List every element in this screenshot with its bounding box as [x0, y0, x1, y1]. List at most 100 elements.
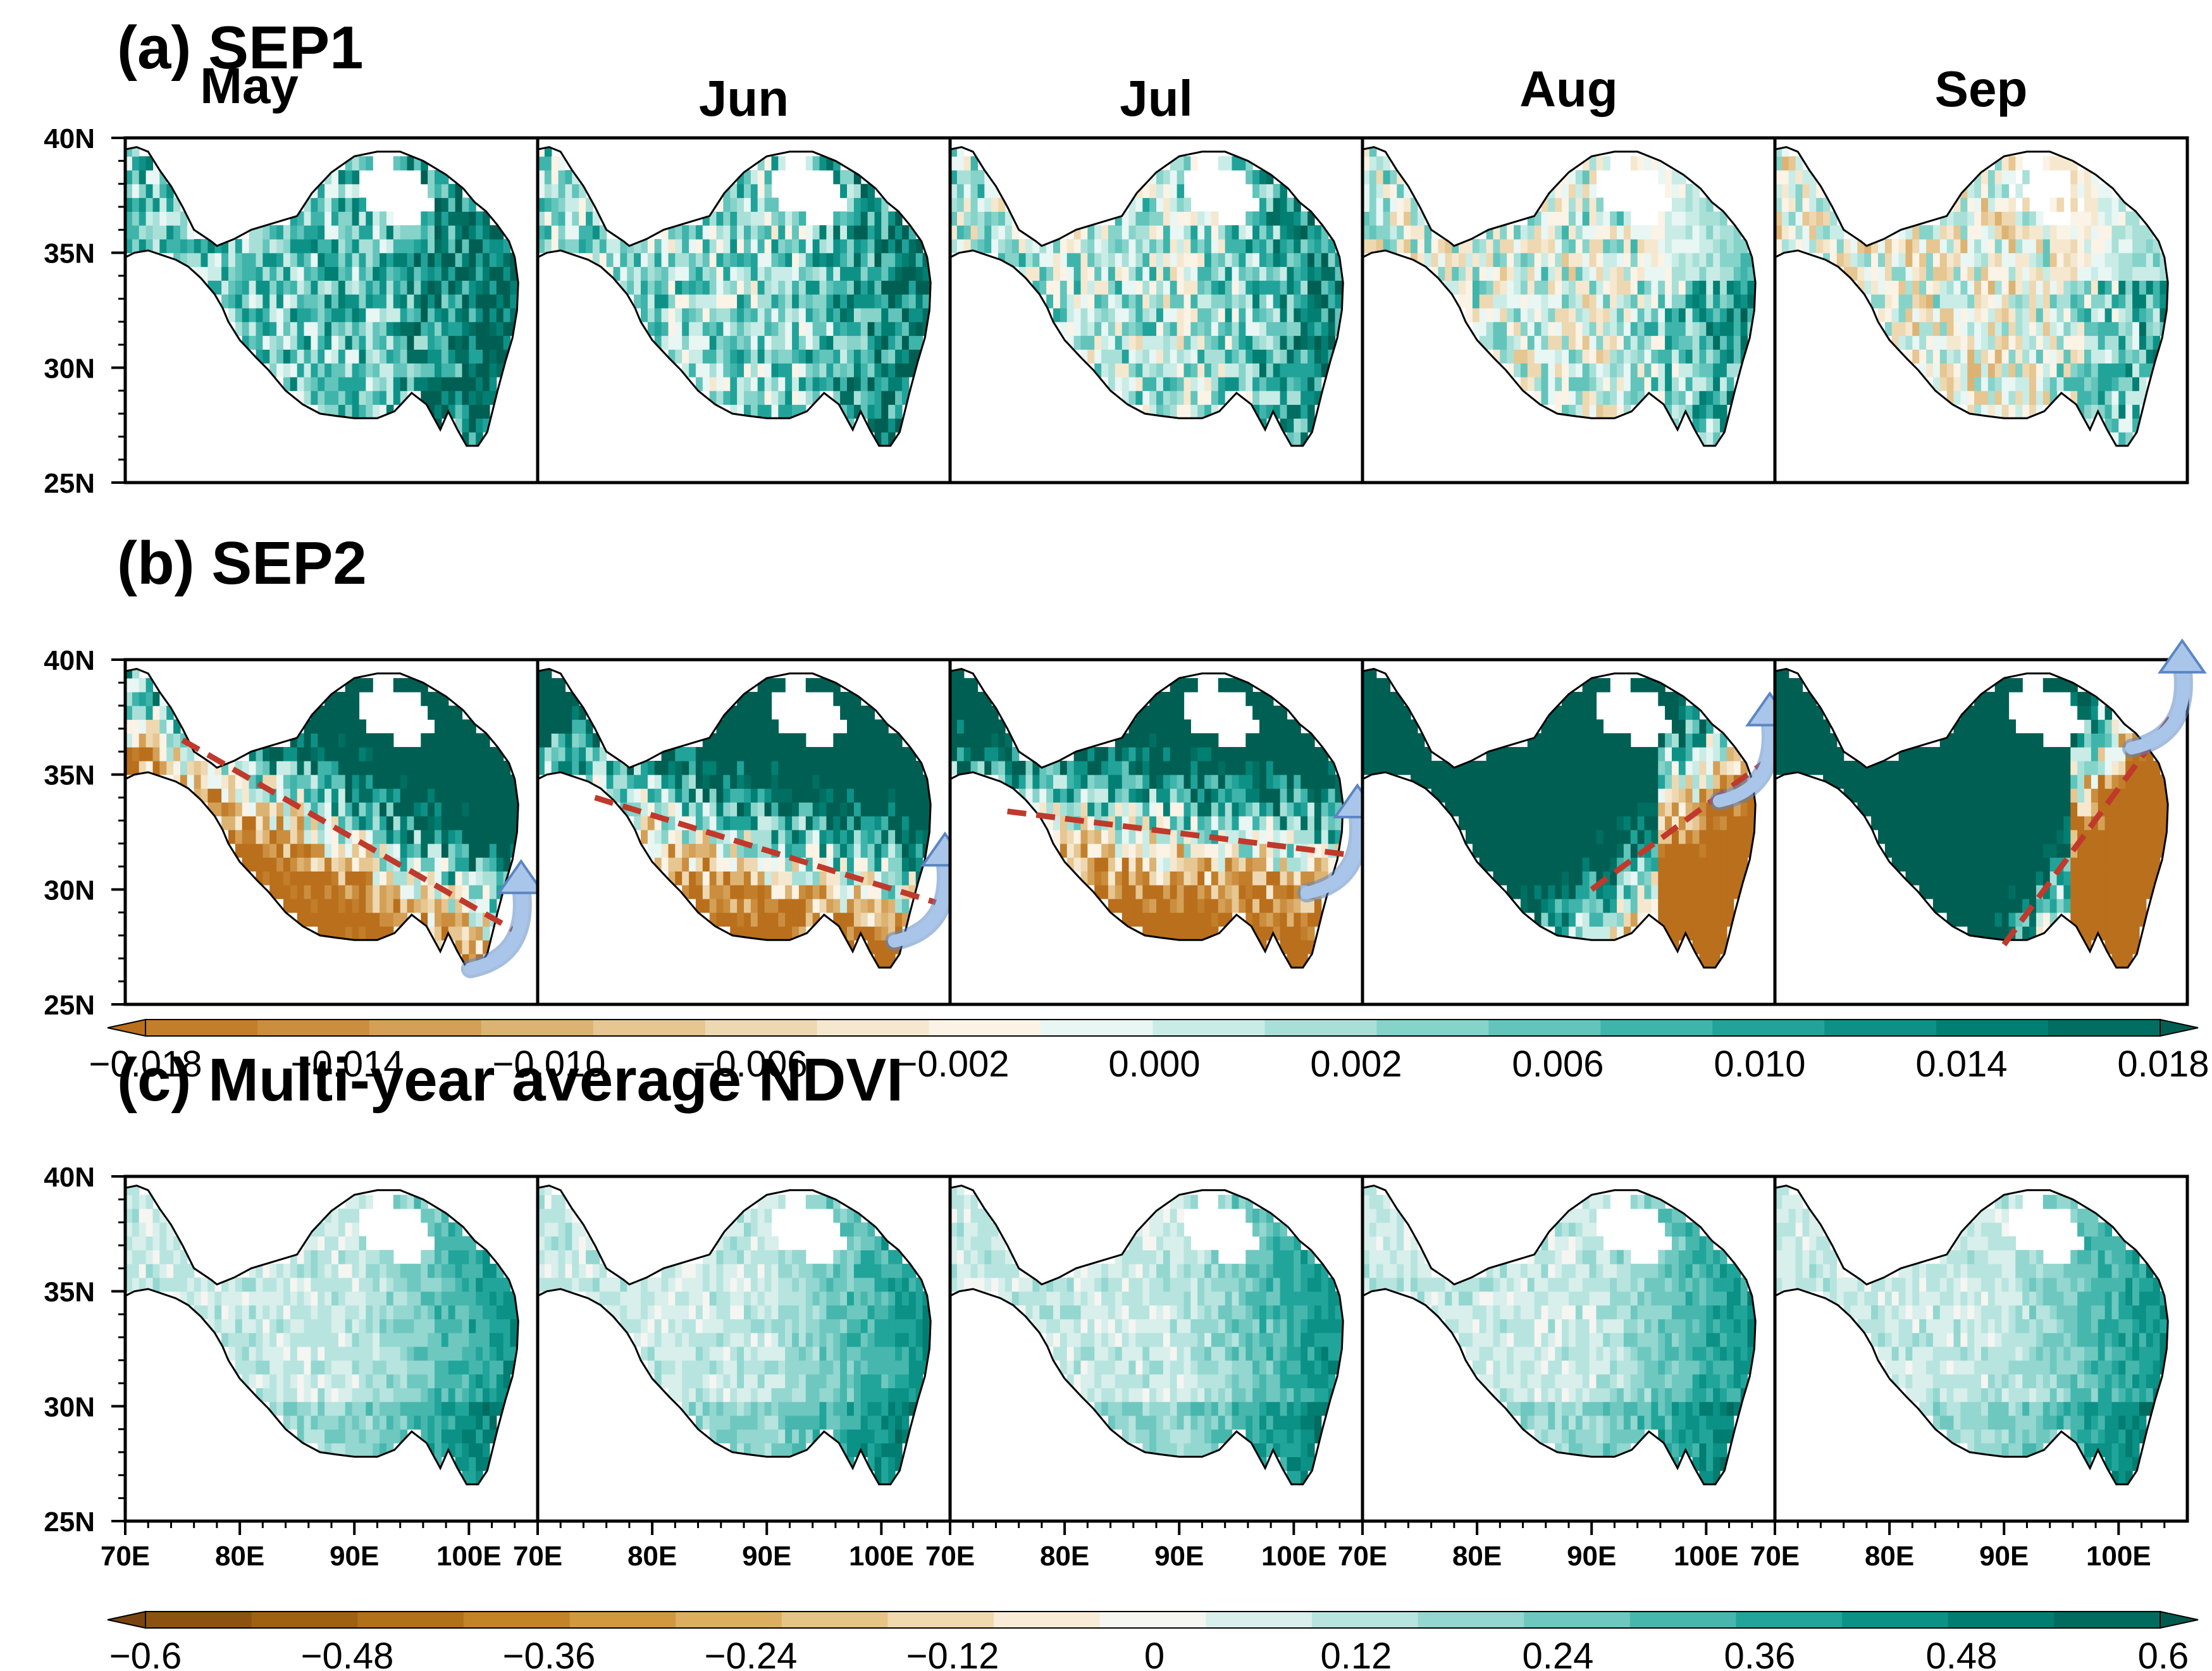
colorbar-tick: −0.36: [503, 1636, 596, 1671]
row-title-ndvi: (c) Multi-year average NDVI: [117, 1046, 903, 1114]
lon-label: 90E: [1979, 1541, 2029, 1572]
map-panel-sep1-jul: [948, 136, 1364, 484]
lon-label: 80E: [1040, 1541, 1089, 1572]
lon-label: 90E: [742, 1541, 791, 1572]
data-field: [1775, 669, 2167, 968]
data-field: [125, 1185, 517, 1484]
lon-label: 70E: [1750, 1541, 1800, 1572]
data-field: [950, 669, 1342, 968]
lon-label: 80E: [627, 1541, 677, 1572]
lon-label: 90E: [1567, 1541, 1616, 1572]
map-panel-ndvi-may: [123, 1175, 540, 1535]
migration-line: [181, 737, 517, 934]
colorbar-ndvi: −0.6 −0.48 −0.36 −0.24 −0.12 0 0.12 0.24 0.36 0.4…: [107, 1610, 2199, 1671]
plateau-boundary: [536, 1184, 932, 1486]
colorbar-tick: −0.12: [906, 1636, 999, 1671]
map-panel-sep2-jun: [536, 658, 970, 1006]
data-field: [1775, 147, 2167, 446]
map-panel-sep1-aug: [1361, 136, 1777, 484]
lat-label: 40N: [44, 645, 95, 676]
lat-label: 25N: [44, 990, 95, 1021]
lat-label: 40N: [44, 1162, 95, 1193]
data-field: [950, 147, 1342, 446]
row-title-sep1: (a) SEP1: [117, 14, 363, 82]
month-label-sep: Sep: [1935, 61, 2028, 117]
lon-label: 100E: [2086, 1541, 2151, 1572]
month-label-jul: Jul: [1120, 70, 1193, 126]
plateau-boundary: [124, 667, 519, 969]
lon-label: 70E: [513, 1541, 562, 1572]
lat-label: 35N: [44, 238, 95, 269]
map-panel-ndvi-aug: [1361, 1175, 1777, 1535]
colorbar-tick: 0.12: [1321, 1636, 1392, 1671]
migration-line: [1590, 760, 1765, 892]
map-panel-sep2-aug: [1361, 658, 1795, 1006]
colorbar-tick: −0.48: [301, 1636, 394, 1671]
lon-label: 100E: [1261, 1541, 1326, 1572]
map-panel-sep2-sep: [1773, 638, 2207, 1006]
migration-line: [594, 794, 940, 906]
colorbar-tick: 0.6: [2138, 1636, 2189, 1671]
plateau-boundary: [124, 145, 519, 447]
lon-label: 100E: [1674, 1541, 1739, 1572]
lon-label: 100E: [436, 1541, 502, 1572]
map-panel-ndvi-jul: [948, 1175, 1364, 1535]
colorbar-tick: 0: [1144, 1636, 1165, 1671]
lon-label: 90E: [1154, 1541, 1204, 1572]
plateau-boundary: [1774, 1184, 2169, 1486]
colorbar-tick: 0.48: [1926, 1636, 1998, 1671]
plateau-boundary: [124, 1184, 519, 1486]
colorbar-tick: −0.002: [896, 1044, 1009, 1085]
panel-frame: [1773, 136, 2189, 484]
plateau-boundary: [949, 145, 1344, 447]
map-panel-ndvi-sep: [1773, 1175, 2189, 1535]
lat-label: 25N: [44, 1507, 95, 1538]
data-field: [125, 669, 517, 968]
map-panel-sep1-may: [123, 136, 540, 484]
colorbar-tick: 0.000: [1108, 1044, 1200, 1085]
lon-label: 70E: [1338, 1541, 1387, 1572]
colorbar-tick: 0.24: [1523, 1636, 1594, 1671]
plateau-boundary: [536, 667, 932, 969]
colorbar-tick: 0.002: [1310, 1044, 1402, 1085]
colorbar-tick: −0.6: [109, 1636, 182, 1671]
lat-label: 40N: [44, 123, 95, 154]
shift-arrow-head: [2158, 638, 2207, 674]
colorbar-tick: 0.010: [1714, 1044, 1805, 1085]
lon-label: 80E: [1865, 1541, 1914, 1572]
plateau-boundary: [949, 667, 1344, 969]
lon-label: 70E: [925, 1541, 975, 1572]
map-panel-sep2-jul: [948, 658, 1382, 1006]
colorbar-tick: 0.018: [2117, 1044, 2209, 1085]
plateau-boundary: [949, 1184, 1344, 1486]
plateau-boundary: [1774, 145, 2169, 447]
lat-label: 35N: [44, 760, 95, 791]
map-panel-ndvi-jun: [536, 1175, 952, 1535]
plateau-boundary: [1361, 1184, 1757, 1486]
lon-label: 100E: [849, 1541, 914, 1572]
colorbar-tick: −0.24: [705, 1636, 798, 1671]
map-panel-sep1-jun: [536, 136, 952, 484]
lon-label: 90E: [330, 1541, 379, 1572]
row-title-sep2: (b) SEP2: [117, 529, 367, 597]
colorbar-sep: −0.018 −0.014 −0.010 −0.006 −0.002 0.000 0.002…: [89, 1018, 2209, 1085]
lat-label: 35N: [44, 1277, 95, 1308]
plateau-boundary: [1774, 667, 2169, 969]
map-panel-sep1-sep: [1773, 136, 2189, 484]
plateau-boundary: [1361, 667, 1757, 969]
colorbar-tick: −0.014: [290, 1044, 404, 1085]
lat-label: 30N: [44, 353, 95, 384]
data-field: [538, 1185, 930, 1484]
plateau-boundary: [1361, 145, 1757, 447]
plateau-boundary: [536, 145, 932, 447]
colorbar-tick: −0.006: [694, 1044, 807, 1085]
colorbar-tick: −0.010: [492, 1044, 605, 1085]
lon-label: 80E: [1452, 1541, 1502, 1572]
month-label-aug: Aug: [1519, 61, 1618, 117]
data-field: [1362, 669, 1755, 968]
data-field: [538, 147, 930, 446]
lon-label: 70E: [101, 1541, 150, 1572]
lat-label: 30N: [44, 1391, 95, 1422]
colorbar-tick: 0.014: [1915, 1044, 2007, 1085]
